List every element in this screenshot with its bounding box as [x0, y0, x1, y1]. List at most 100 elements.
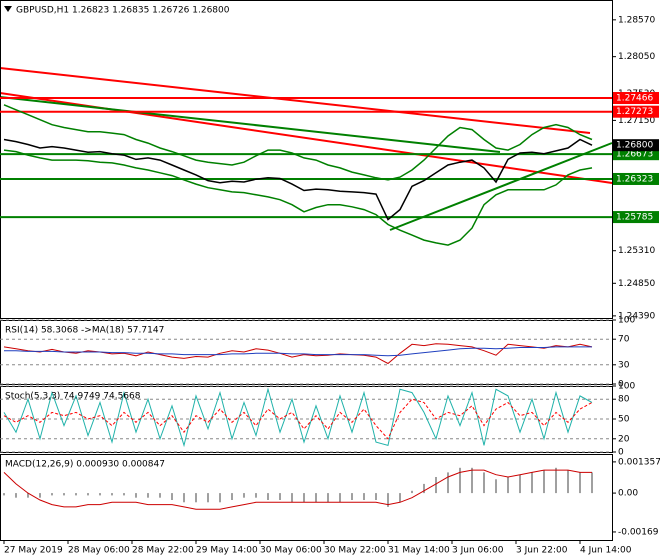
histogram-bar [555, 467, 557, 494]
panel-title: Stoch(5,3,3) 74.9749 74.5668 [5, 392, 141, 402]
level-label: 1.27273 [616, 107, 653, 117]
histogram-bar [279, 493, 281, 500]
histogram-bar [15, 493, 17, 498]
histogram-bar [303, 493, 305, 503]
histogram-bar [351, 493, 353, 500]
x-tick-label: 27 May 2019 [4, 546, 63, 556]
level-label: 1.26323 [616, 174, 653, 184]
series-line [3, 398, 593, 440]
histogram-bar [447, 472, 449, 494]
x-tick-label: 29 May 14:00 [196, 546, 258, 556]
histogram-bar [531, 472, 533, 494]
x-tick-label: 28 May 22:00 [132, 546, 194, 556]
y-tick-label: 1.25310 [618, 246, 655, 256]
level-label-box [613, 172, 659, 185]
panel-title: MACD(12,26,9) 0.000930 0.000847 [5, 460, 165, 470]
x-tick-label: 30 May 06:00 [260, 546, 322, 556]
y-tick-label: 100 [618, 316, 635, 326]
histogram-bar [411, 490, 413, 494]
panel-title: GBPUSD,H1 1.26823 1.26835 1.26726 1.2680… [16, 6, 230, 16]
histogram-bar [183, 493, 185, 503]
collapse-icon [4, 6, 12, 12]
histogram-bar [291, 493, 293, 503]
y-tick-label: -0.00169 [618, 527, 659, 537]
histogram-bar [567, 470, 569, 494]
histogram-bar [543, 470, 545, 494]
histogram-bar [243, 493, 245, 498]
y-tick-label: 1.24390 [618, 311, 655, 321]
panel-frame [0, 0, 613, 319]
panel-title: RSI(14) 58.3068 ->MA(18) 57.7147 [5, 326, 164, 336]
histogram-bar [51, 493, 53, 496]
series-line [3, 138, 593, 221]
y-tick-label: 20 [618, 434, 630, 444]
histogram-bar [27, 493, 29, 498]
y-tick-label: 50 [618, 415, 630, 425]
histogram-bar [363, 493, 365, 500]
x-tick-label: 30 May 22:00 [324, 546, 386, 556]
histogram-bar [267, 493, 269, 500]
histogram-bar [99, 493, 101, 496]
series-line [4, 346, 592, 357]
histogram-bar [75, 493, 77, 496]
histogram-bar [39, 493, 41, 498]
trend-lines [0, 67, 613, 231]
x-tick-label: 28 May 06:00 [68, 546, 130, 556]
histogram-bar [147, 493, 149, 498]
histogram-bar [423, 483, 425, 494]
histogram-bar [315, 493, 317, 503]
y-tick-label: 70 [618, 335, 630, 345]
histogram-bar [255, 493, 257, 498]
level-label: 1.26673 [616, 150, 653, 160]
histogram-bar [375, 493, 377, 500]
histogram-bar [483, 472, 485, 494]
trend-line [0, 67, 591, 134]
histogram-bar [519, 474, 521, 494]
x-tick-label: 31 May 14:00 [388, 546, 450, 556]
histogram-bar [399, 493, 401, 503]
histogram-bar [159, 493, 161, 498]
y-tick-label: 100 [618, 382, 635, 392]
histogram-bar [87, 493, 89, 496]
histogram-bar [111, 493, 113, 496]
histogram-bar [171, 493, 173, 500]
histogram-bar [339, 493, 341, 503]
series-line [3, 469, 592, 510]
histogram-bar [123, 493, 125, 496]
histogram-bar [3, 493, 5, 496]
trend-line [389, 142, 613, 231]
last-price-box [613, 139, 659, 152]
y-tick-label: 80 [618, 395, 630, 405]
x-tick-label: 3 Jun 22:00 [516, 546, 568, 556]
histogram-bar [63, 493, 65, 496]
level-label: 1.25785 [616, 213, 653, 223]
series-line [3, 149, 593, 246]
y-tick-label: 30 [618, 360, 630, 370]
histogram-bar [219, 493, 221, 503]
y-tick-label: 1.28050 [618, 52, 655, 62]
histogram-bar [507, 476, 509, 494]
histogram-bar [495, 479, 497, 494]
histogram-bar [231, 493, 233, 500]
trend-line [0, 96, 501, 153]
histogram-bar [135, 493, 137, 498]
x-tick-label: 4 Jun 14:00 [580, 546, 632, 556]
level-label-box [613, 92, 659, 105]
y-tick-label: 1.27150 [618, 116, 655, 126]
level-label-box [613, 105, 659, 118]
level-label: 1.27466 [616, 94, 653, 104]
y-tick-label: 0 [618, 448, 624, 458]
panel-frame [0, 454, 613, 541]
y-tick-label: 0.00 [618, 489, 638, 499]
level-label-box [613, 211, 659, 224]
histogram-bar [327, 493, 329, 503]
series-line [3, 104, 593, 181]
y-tick-label: 0 [618, 380, 624, 390]
y-tick-label: 1.28570 [618, 15, 655, 25]
series-line [3, 387, 593, 448]
y-tick-label: 1.24850 [618, 279, 655, 289]
histogram-bar [579, 472, 581, 494]
histogram-bar [435, 476, 437, 494]
